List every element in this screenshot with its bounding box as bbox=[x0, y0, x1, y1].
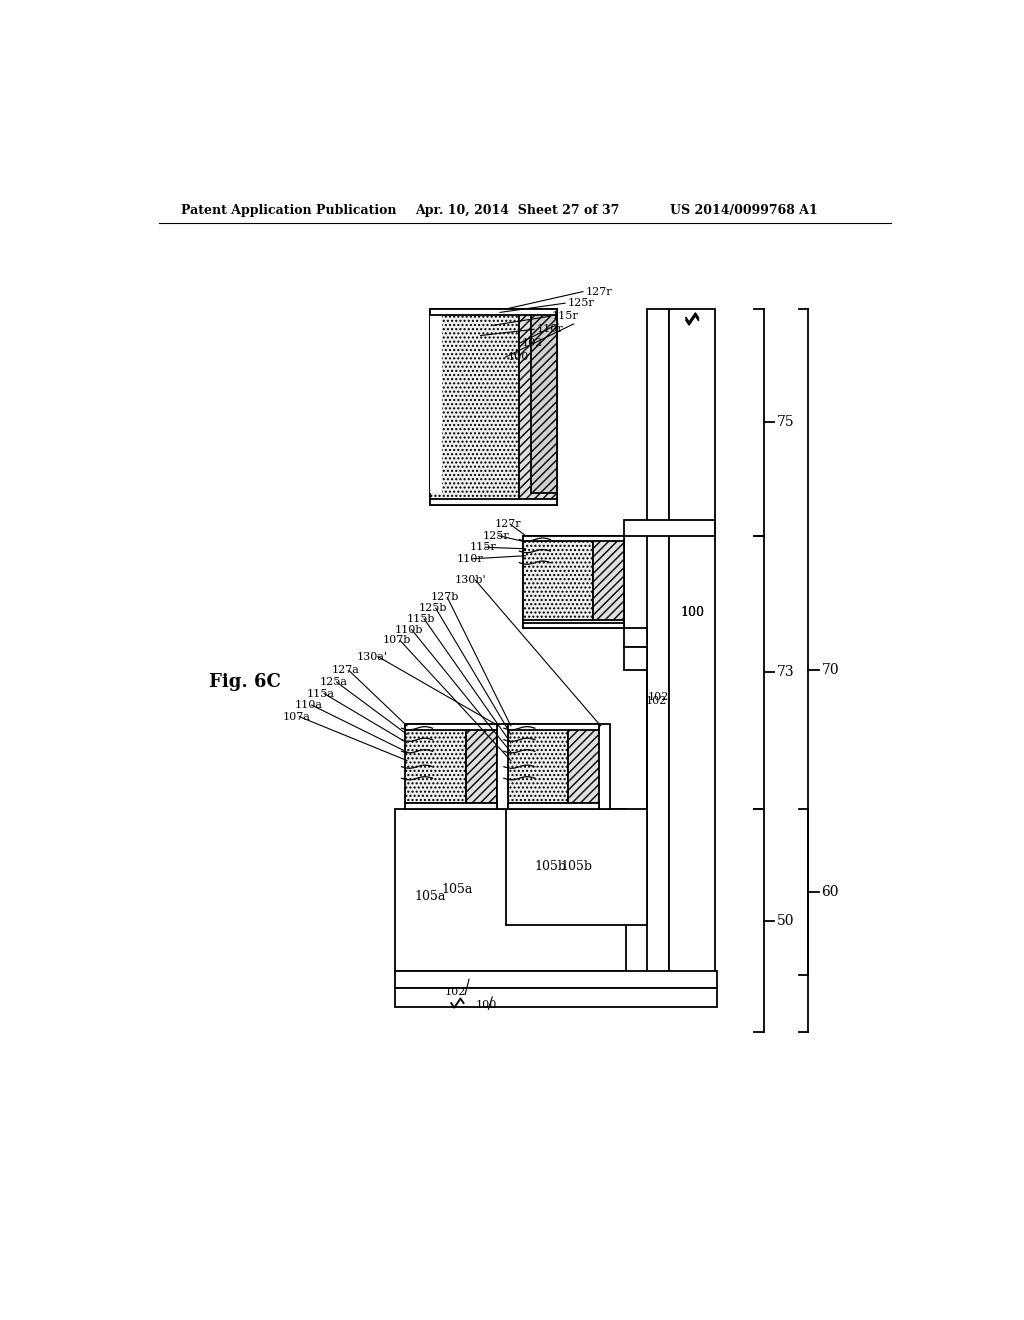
Bar bbox=[624, 520, 716, 536]
Bar bbox=[508, 803, 599, 809]
Bar bbox=[430, 309, 442, 494]
Bar bbox=[395, 970, 717, 987]
Bar bbox=[430, 318, 557, 487]
Text: 110r: 110r bbox=[537, 325, 563, 334]
Text: 107a: 107a bbox=[283, 711, 310, 722]
Text: 100: 100 bbox=[680, 606, 705, 619]
Text: 125r: 125r bbox=[483, 531, 510, 541]
Bar bbox=[430, 309, 557, 314]
Bar bbox=[406, 803, 497, 809]
Text: 110b: 110b bbox=[394, 624, 423, 635]
Bar bbox=[430, 499, 557, 504]
Text: 130a': 130a' bbox=[356, 652, 388, 661]
Text: 110a: 110a bbox=[295, 700, 323, 710]
Bar bbox=[430, 494, 557, 504]
Text: US 2014/0099768 A1: US 2014/0099768 A1 bbox=[671, 205, 818, 218]
Text: 127r: 127r bbox=[586, 286, 612, 297]
Text: 125r: 125r bbox=[567, 298, 594, 308]
Bar bbox=[519, 309, 557, 506]
Bar bbox=[523, 536, 624, 628]
Text: 115r: 115r bbox=[552, 312, 579, 321]
Text: Patent Application Publication: Patent Application Publication bbox=[180, 205, 396, 218]
Bar bbox=[406, 725, 466, 803]
Text: 100: 100 bbox=[475, 1001, 497, 1010]
Bar bbox=[497, 725, 508, 809]
Text: 105b: 105b bbox=[560, 861, 592, 874]
Bar bbox=[508, 725, 568, 803]
Bar bbox=[395, 809, 627, 970]
Text: 75: 75 bbox=[776, 414, 795, 429]
Text: 130b': 130b' bbox=[455, 576, 486, 585]
Text: 105b: 105b bbox=[535, 861, 566, 874]
Text: 107b: 107b bbox=[383, 635, 412, 645]
Text: Apr. 10, 2014  Sheet 27 of 37: Apr. 10, 2014 Sheet 27 of 37 bbox=[415, 205, 620, 218]
Bar bbox=[669, 309, 716, 986]
Bar bbox=[395, 987, 717, 1007]
Bar bbox=[430, 309, 519, 506]
Bar bbox=[466, 725, 497, 803]
Bar bbox=[430, 309, 557, 318]
Text: 50: 50 bbox=[776, 913, 795, 928]
Bar bbox=[508, 725, 599, 730]
Bar bbox=[523, 536, 593, 620]
Bar bbox=[568, 725, 599, 803]
Bar bbox=[523, 536, 624, 541]
Bar bbox=[624, 628, 647, 647]
Text: 127a: 127a bbox=[332, 665, 359, 676]
Text: 115a: 115a bbox=[307, 689, 335, 698]
Bar bbox=[647, 309, 669, 986]
Bar bbox=[624, 647, 647, 671]
Text: 115b: 115b bbox=[407, 614, 435, 624]
Bar bbox=[531, 309, 557, 494]
Text: 70: 70 bbox=[821, 664, 840, 677]
Bar bbox=[599, 725, 610, 809]
Text: 102: 102 bbox=[647, 693, 669, 702]
Text: 105a: 105a bbox=[441, 883, 473, 896]
Text: 102: 102 bbox=[646, 696, 668, 706]
Text: 127r: 127r bbox=[495, 519, 521, 529]
Text: 125a: 125a bbox=[319, 677, 347, 686]
Text: 127b: 127b bbox=[430, 593, 459, 602]
Text: 102: 102 bbox=[444, 986, 466, 997]
Text: Fig. 6C: Fig. 6C bbox=[209, 673, 282, 690]
Text: 125b: 125b bbox=[419, 603, 447, 612]
Text: 73: 73 bbox=[776, 665, 795, 680]
Text: 100: 100 bbox=[680, 606, 705, 619]
Bar bbox=[523, 623, 624, 628]
Bar bbox=[406, 725, 497, 730]
Bar bbox=[593, 536, 624, 620]
Bar bbox=[430, 487, 557, 494]
Text: 60: 60 bbox=[821, 884, 839, 899]
Text: 105a: 105a bbox=[415, 890, 445, 903]
Text: 100: 100 bbox=[508, 352, 529, 362]
Text: 115r: 115r bbox=[470, 543, 497, 552]
Text: 110r: 110r bbox=[457, 554, 483, 564]
Bar bbox=[506, 809, 647, 924]
Text: 102: 102 bbox=[521, 338, 543, 348]
